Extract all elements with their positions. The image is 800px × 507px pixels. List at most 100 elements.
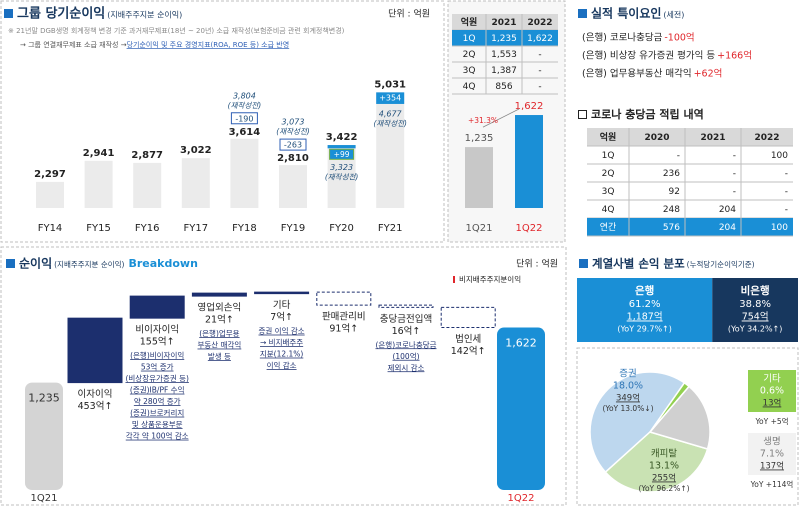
bar-increase [67, 317, 123, 384]
table-row-highlight [587, 218, 793, 236]
note: 지분(12.1%) [260, 350, 304, 359]
x-tick-label: 1Q21 [466, 223, 493, 234]
factor-label: (은행) 비상장 유가증권 평가익 등 [582, 50, 715, 62]
bar [84, 160, 113, 208]
adjustment-box [279, 138, 307, 151]
bar [465, 147, 493, 208]
group-share: 38.8% [739, 299, 771, 310]
table-header: 2022 [527, 18, 552, 28]
table-cell: 3Q [602, 187, 615, 197]
table-cell: - [538, 82, 541, 92]
note: 증권 이익 감소 [259, 326, 305, 336]
slice-name: 기타 [763, 374, 781, 385]
slice-amount: 137억 [760, 461, 784, 472]
table-cell: 4Q [602, 205, 615, 215]
restated-note: (재작성전) [276, 127, 310, 136]
value-label: 2,297 [34, 169, 66, 180]
before-value: 3,073 [282, 118, 305, 127]
title-marker [6, 259, 15, 268]
adjustment-box [329, 148, 355, 160]
label-box [748, 433, 796, 475]
x-tick-label: 판매관리비 [322, 312, 366, 323]
note: (은행)비이자이익 [130, 350, 184, 360]
adjustment-label: -263 [284, 141, 302, 150]
bar-decrease [316, 291, 372, 306]
growth-arrow [482, 108, 520, 128]
value-label: 91억↑ [329, 323, 358, 335]
slice-yoy: YoY +5억 [754, 417, 788, 426]
panel-subtitle: (지배주주지분 순이익) [54, 259, 124, 269]
table-cell: 1,235 [491, 34, 517, 44]
value-label: 142억↑ [451, 345, 486, 357]
panel-title: 실적 특이요인 [591, 6, 661, 21]
label-box [748, 370, 796, 412]
value-label: 2,941 [83, 148, 115, 159]
x-tick-label: FY14 [38, 223, 63, 234]
value-label: 1,235 [28, 392, 60, 405]
before-value: 4,677 [379, 109, 403, 118]
factor-label: (은행) 코로나충당금 [582, 32, 663, 44]
bar-increase [129, 295, 185, 319]
x-tick-label: 1Q21 [31, 493, 58, 504]
bar-decrease [440, 306, 496, 329]
note: 약 280억 증가 [134, 396, 181, 406]
note: (증권)IB/PF 수익 [130, 385, 185, 395]
value-label: 1,622 [515, 101, 544, 112]
share-box [577, 278, 713, 342]
x-tick-label: FY16 [135, 223, 160, 234]
value-label: 5,031 [374, 79, 406, 90]
share-box [712, 278, 798, 342]
panel-border [0, 246, 567, 506]
bar [515, 115, 543, 208]
table-cell: 100 [771, 151, 788, 161]
slice-share: 7.1% [760, 449, 784, 460]
x-tick-label: FY18 [232, 223, 257, 234]
title-marker [579, 259, 588, 268]
table-header: 억원 [600, 131, 617, 143]
slice-yoy: (YoY 96.2%↑) [638, 484, 689, 493]
x-tick-label: FY20 [329, 223, 354, 234]
pie-slice [604, 431, 709, 493]
table-cell: 1Q [602, 151, 615, 161]
x-tick-label: 이자이익 [78, 388, 113, 400]
note: (은행)업무용 [199, 328, 239, 338]
note: 이익 감소 [267, 360, 297, 370]
table-cell: - [785, 169, 788, 179]
bar [181, 158, 210, 208]
value-label: 2,877 [131, 150, 163, 161]
bar [376, 92, 405, 208]
bar-increase [254, 291, 310, 295]
table-cell: 1,387 [491, 66, 517, 76]
x-tick-label: 충당금전입액 [380, 313, 432, 325]
factor-amount: +166억 [717, 50, 752, 62]
table-cell: 4Q [463, 82, 476, 92]
bar [133, 162, 162, 208]
value-label: 453억↑ [78, 400, 113, 412]
group-yoy: (YoY 29.7%↑) [617, 325, 672, 334]
slice-amount: 255억 [652, 473, 676, 484]
note: (증권)브로커리지 [130, 409, 184, 418]
table-cell: 248 [663, 205, 680, 215]
adjustment-bar [376, 92, 405, 104]
note: (100억) [392, 352, 419, 361]
x-tick-label: 법인세 [455, 334, 481, 345]
table-header: 2021 [491, 18, 516, 28]
table-cell: 576 [663, 223, 680, 233]
x-tick-label: 영업외손익 [198, 302, 242, 314]
slice-yoy: (YoY 13.0%↓) [602, 404, 653, 413]
note: (비상장유가증권 등) [125, 373, 189, 383]
group-amount: 1,187억 [627, 311, 663, 323]
restated-note: (재작성전) [228, 101, 262, 110]
panel-subtitle: (세전) [663, 10, 684, 20]
bar [25, 382, 63, 490]
value-label: 3,614 [229, 127, 261, 138]
table-cell: - [733, 151, 736, 161]
table-cell: - [538, 50, 541, 60]
table-header: 2021 [700, 133, 725, 143]
title-marker [4, 9, 13, 18]
note: → 비지배주주 [260, 338, 303, 347]
table-cell: - [733, 187, 736, 197]
value-label: 7억↑ [270, 311, 293, 323]
bar-decrease [378, 304, 434, 308]
unit-label: 단위 : 억원 [516, 258, 558, 270]
